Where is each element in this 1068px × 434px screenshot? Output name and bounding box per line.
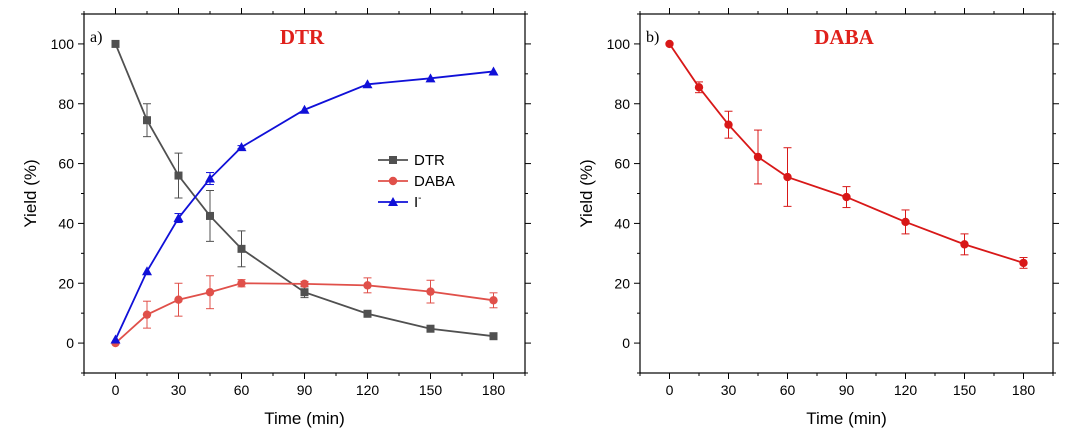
legend-label: DABA (414, 173, 455, 190)
data-point (694, 83, 704, 92)
legend: DTR DABA I- (378, 152, 455, 211)
x-tick-label: 60 (234, 382, 250, 398)
data-point (753, 152, 763, 162)
series-dtr (111, 39, 498, 341)
data-point (363, 309, 372, 318)
y-tick-label: 60 (614, 156, 630, 172)
data-point (111, 39, 120, 48)
data-point (783, 172, 792, 182)
y-tick-label: 100 (51, 36, 75, 52)
x-tick-label: 60 (780, 382, 796, 398)
chart-panel-2: 0 30 60 90 120 150 180 0 20 40 60 80 100 Time (min) Yi… (577, 8, 1059, 428)
data-point (237, 244, 246, 253)
data-point (426, 324, 435, 333)
data-point (142, 266, 152, 276)
data-point (142, 310, 152, 319)
data-point (1019, 258, 1028, 268)
y-axis-label: Yield (%) (577, 159, 596, 227)
data-point (842, 192, 851, 202)
x-tick-label: 120 (356, 382, 380, 398)
x-tick-label: 0 (112, 382, 120, 398)
data-point (299, 104, 310, 114)
panel-label: a) (90, 29, 102, 46)
series-daba (111, 275, 498, 348)
chart-panel-1: 0 30 60 90 120 150 180 0 20 40 60 80 100 Time (min) Yi… (21, 8, 531, 428)
data-point (724, 120, 733, 129)
legend-label: DTR (414, 152, 445, 169)
data-point (901, 217, 910, 227)
data-point (236, 142, 247, 152)
data-point (362, 79, 373, 89)
data-point (489, 332, 498, 341)
chart-title: DTR (280, 25, 325, 49)
legend-marker (388, 197, 398, 206)
series-i (110, 66, 499, 344)
y-tick-label: 80 (614, 96, 630, 112)
y-tick-label: 20 (614, 275, 630, 291)
x-tick-label: 180 (1012, 382, 1036, 398)
x-tick-label: 180 (482, 382, 506, 398)
x-axis-label: Time (min) (264, 409, 345, 428)
data-point (110, 334, 121, 344)
data-point (205, 173, 215, 183)
x-tick-label: 0 (666, 382, 674, 398)
data-point (237, 279, 246, 288)
y-tick-label: 0 (66, 335, 74, 351)
data-point (143, 116, 151, 125)
panel-label: b) (646, 29, 659, 46)
data-point (300, 288, 309, 297)
series-line (668, 43, 1024, 264)
data-point (426, 287, 435, 296)
data-point (174, 295, 183, 304)
x-tick-label: 90 (839, 382, 855, 398)
y-tick-label: 60 (58, 156, 74, 172)
data-point (206, 211, 214, 220)
data-point (665, 39, 674, 49)
chart-title: DABA (814, 25, 874, 49)
data-point (300, 279, 309, 289)
x-tick-label: 30 (171, 382, 187, 398)
y-tick-label: 20 (58, 275, 74, 291)
plot-frame (83, 13, 526, 374)
data-point (425, 73, 436, 83)
y-tick-label: 80 (58, 96, 74, 112)
legend-marker (389, 156, 397, 164)
x-tick-label: 30 (721, 382, 737, 398)
data-point (488, 66, 499, 76)
data-point (489, 296, 498, 305)
y-tick-label: 0 (622, 335, 630, 351)
series-data (665, 39, 1028, 269)
data-point (174, 171, 183, 180)
x-tick-label: 120 (894, 382, 918, 398)
y-tick-label: 40 (58, 215, 74, 231)
y-tick-label: 40 (614, 215, 630, 231)
legend-label: I- (414, 193, 422, 211)
data-point (363, 281, 372, 290)
x-tick-label: 150 (419, 382, 443, 398)
x-tick-label: 150 (953, 382, 977, 398)
x-axis-label: Time (min) (806, 409, 887, 428)
data-point (173, 213, 184, 223)
x-tick-label: 90 (297, 382, 313, 398)
data-point (205, 288, 215, 297)
y-tick-label: 100 (607, 36, 631, 52)
legend-marker (388, 176, 398, 186)
y-axis-label: Yield (%) (21, 159, 40, 227)
data-point (960, 240, 969, 249)
